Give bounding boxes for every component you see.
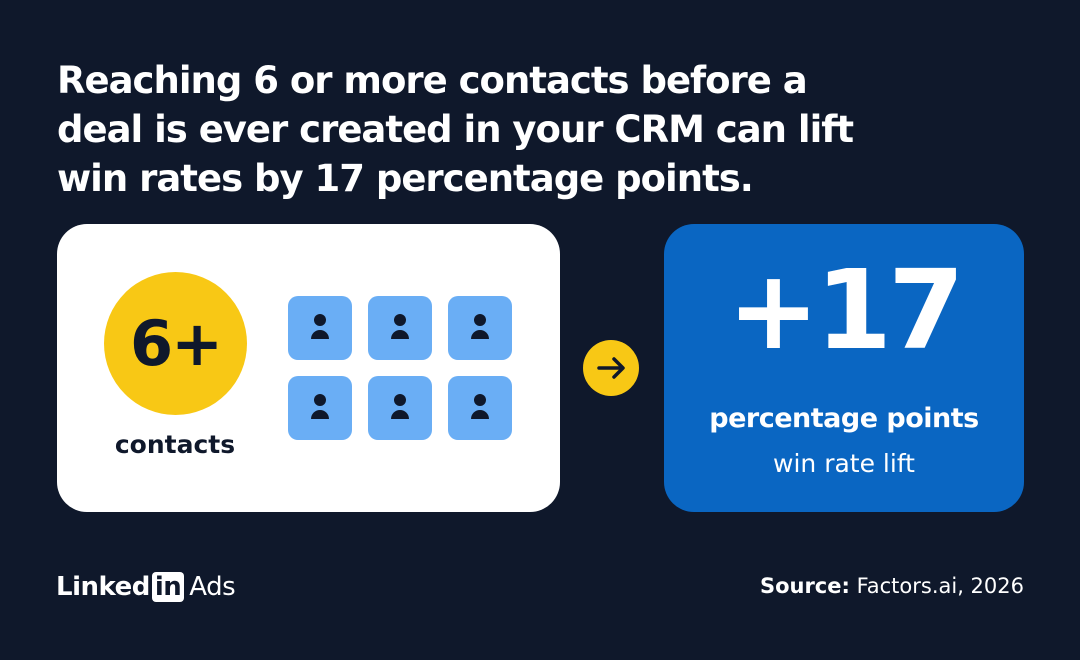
lift-value: +17 [727, 246, 964, 374]
headline-line: win rates by 17 percentage points. [57, 157, 754, 200]
lift-sublabel: win rate lift [773, 449, 915, 478]
brand-product: Ads [189, 572, 236, 602]
brand-in: in [151, 572, 185, 602]
lift-card [664, 224, 1024, 512]
headline-line: deal is ever created in your CRM can lif… [57, 108, 854, 151]
contact-icons [288, 296, 512, 440]
brand-logo: Linked in Ads [56, 572, 236, 602]
headline-line: Reaching 6 or more contacts before a [57, 59, 808, 102]
contacts-label: contacts [114, 430, 236, 459]
contacts-badge: 6+ [104, 272, 247, 415]
source-text: Factors.ai, 2026 [856, 574, 1024, 598]
lift-label: percentage points [709, 403, 979, 434]
arrow-icon [583, 340, 639, 396]
source: Source: Factors.ai, 2026 [760, 574, 1024, 598]
headline: Reaching 6 or more contacts before a dea… [57, 56, 957, 203]
brand-linked: Linked [56, 572, 150, 602]
source-label: Source: [759, 574, 850, 598]
